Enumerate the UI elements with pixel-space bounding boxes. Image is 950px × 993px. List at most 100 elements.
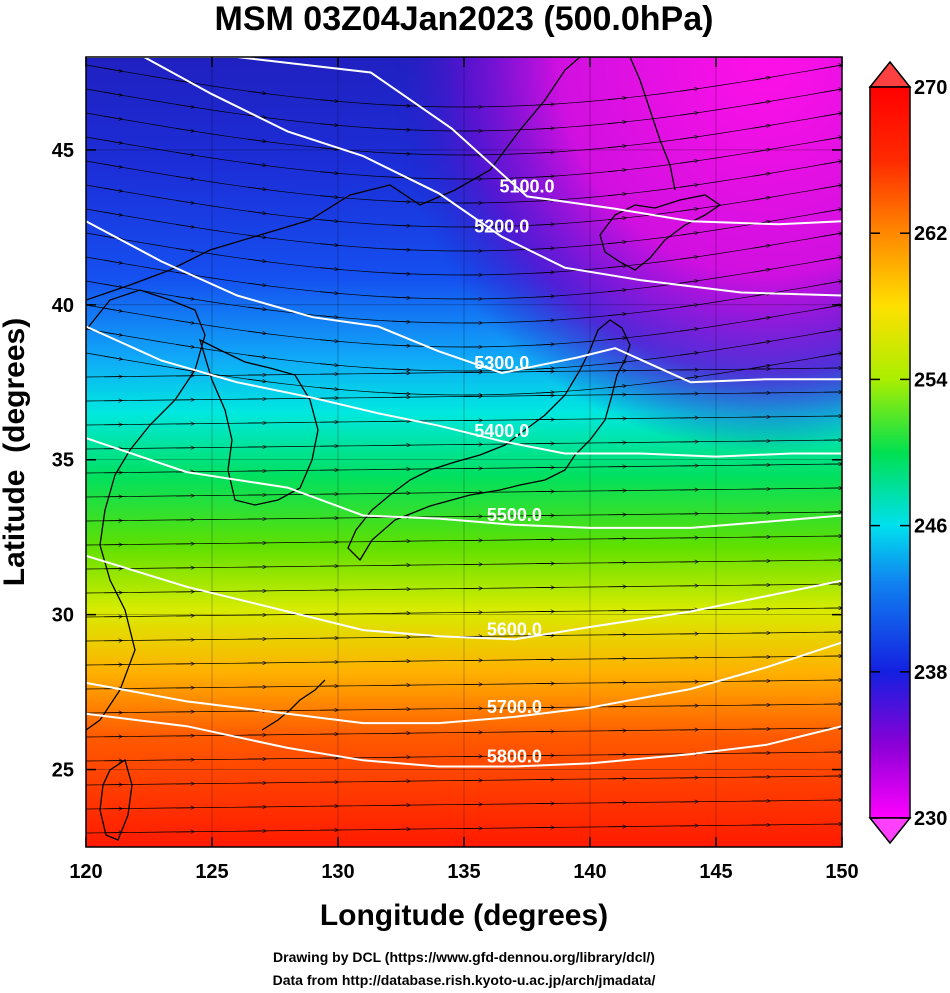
wind-arrow: [607, 146, 626, 148]
wind-arrow: [607, 386, 626, 388]
colorbar-body: [869, 86, 911, 819]
wind-arrow: [391, 105, 410, 106]
wind-arrow: [535, 296, 554, 297]
wind-arrow: [607, 170, 626, 172]
coastlines: [86, 57, 722, 841]
wind-arrow: [175, 367, 194, 371]
wind-arrow: [319, 244, 338, 246]
wind-arrow: [391, 273, 410, 274]
colorbar-tick-label: 262: [914, 223, 947, 245]
wind-arrow: [247, 306, 266, 309]
colorbar-bottom-triangle: [868, 817, 912, 845]
wind-arrow: [103, 283, 122, 287]
wind-arrow: [751, 173, 770, 177]
contour-label-5200: 5200.0: [474, 217, 529, 237]
wind-arrow: [175, 199, 194, 203]
contour-label-5100: 5100.0: [499, 176, 554, 196]
coastline-ryukyu: [261, 679, 326, 731]
wind-arrow: [823, 65, 842, 69]
contour-label-5300: 5300.0: [474, 353, 529, 373]
wind-arrow: [391, 345, 410, 346]
gridlines: [86, 57, 842, 847]
wind-arrow: [247, 210, 266, 213]
wind-arrow: [535, 224, 554, 225]
x-axis-label: Longitude (degrees): [320, 899, 608, 932]
x-tick-label: 135: [447, 861, 480, 883]
wind-arrow: [247, 138, 266, 141]
tick-marks: [85, 57, 843, 847]
wind-arrow: [319, 316, 338, 318]
wind-arrow: [319, 364, 338, 366]
contour-line-5400: [86, 325, 842, 458]
height-contours: 5100.0 5200.0 5300.0 5400.0 5500.0 5600.0 5700…: [86, 57, 842, 768]
wind-arrow: [103, 163, 122, 167]
coastline-korea: [198, 338, 319, 506]
contour-label-5600: 5600.0: [487, 619, 542, 639]
wind-arrow: [751, 101, 770, 105]
contour-label-5500: 5500.0: [487, 505, 542, 525]
wind-arrow: [607, 98, 626, 100]
wind-arrow: [391, 297, 410, 298]
wind-arrow: [535, 320, 554, 321]
wind-arrow: [679, 281, 698, 284]
contour-line-5500: [86, 437, 842, 529]
wind-arrow: [319, 148, 338, 150]
colorbar-tick-label: 230: [914, 808, 947, 830]
contour-line-5600: [86, 554, 842, 641]
coastline-hokkaido: [599, 194, 722, 271]
wind-arrow: [103, 67, 122, 71]
colorbar-tick-labels: 230 238 246 254 262 270: [914, 77, 948, 830]
x-tick-label: 125: [195, 861, 228, 883]
y-tick-label: 45: [52, 140, 74, 162]
wind-arrow: [175, 175, 194, 179]
credit-drawing: Drawing by DCL (https://www.gfd-dennou.o…: [273, 949, 655, 965]
wind-arrow: [175, 319, 194, 323]
colorbar-tick-label: 254: [914, 369, 948, 391]
y-tick-label: 25: [52, 760, 74, 782]
wind-arrow: [175, 247, 194, 251]
wind-arrow: [823, 257, 842, 261]
wind-arrow: [103, 187, 122, 191]
y-tick-label: 30: [52, 605, 74, 627]
wind-arrow: [535, 128, 554, 129]
wind-arrow: [535, 248, 554, 249]
wind-arrow: [175, 343, 194, 347]
wind-arrow: [319, 268, 338, 270]
wind-arrow: [679, 89, 698, 92]
wind-arrow: [679, 257, 698, 260]
wind-arrow: [247, 330, 266, 333]
wind-arrow: [535, 176, 554, 177]
wind-arrow: [535, 152, 554, 153]
contour-label-5700: 5700.0: [487, 697, 542, 717]
wind-arrow: [823, 137, 842, 141]
wind-arrow: [751, 245, 770, 249]
contour-line-5700: [86, 641, 842, 725]
wind-arrow: [247, 186, 266, 189]
x-tick-label: 130: [321, 861, 354, 883]
wind-arrow: [319, 340, 338, 342]
wind-arrow: [175, 295, 194, 299]
coastline-asia-mainland: [86, 289, 206, 731]
wind-arrow: [391, 249, 410, 250]
contour-line-5100: [86, 57, 842, 226]
wind-arrow: [607, 122, 626, 124]
wind-arrow: [607, 242, 626, 244]
wind-arrow: [319, 124, 338, 126]
credit-data: Data from http://database.rish.kyoto-u.a…: [273, 972, 656, 988]
wind-arrow: [823, 209, 842, 213]
wind-arrow: [247, 354, 266, 357]
wind-arrow: [103, 355, 122, 359]
wind-arrow: [391, 129, 410, 130]
wind-arrow: [535, 344, 554, 345]
wind-arrow: [247, 162, 266, 165]
wind-arrow: [607, 194, 626, 196]
wind-arrow: [679, 137, 698, 140]
wind-arrow: [319, 292, 338, 294]
contour-label-5400: 5400.0: [474, 421, 529, 441]
wind-arrow: [823, 281, 842, 285]
wind-arrow: [319, 100, 338, 102]
wind-arrow: [751, 269, 770, 273]
coastline-russia: [86, 57, 581, 301]
wind-arrow: [535, 392, 554, 393]
